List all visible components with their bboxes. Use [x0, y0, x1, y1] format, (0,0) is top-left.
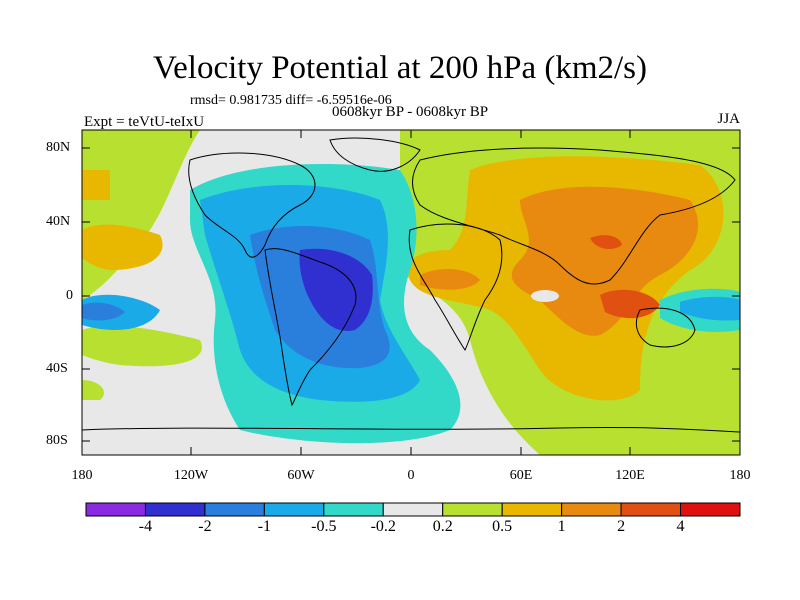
- colorbar-swatch: [620, 502, 682, 517]
- colorbar-label: -1: [257, 518, 272, 535]
- colorbar-swatch: [263, 502, 325, 517]
- neutral-patch: [531, 290, 559, 302]
- contour-field: [82, 130, 740, 455]
- lon-tick-120e: 120E: [615, 468, 645, 483]
- colorbar-swatch: [144, 502, 206, 517]
- contour-pos3-africa: [420, 268, 480, 290]
- colorbar-label: 1: [557, 518, 566, 535]
- colorbar-swatch: [204, 502, 265, 517]
- colorbar-label: -0.2: [370, 518, 396, 535]
- lon-tick-60w: 60W: [287, 468, 315, 483]
- map-title: Velocity Potential at 200 hPa (km2/s): [152, 50, 648, 86]
- colorbar-label: -4: [138, 518, 153, 535]
- colorbar: [85, 502, 741, 517]
- colorbar-swatch: [501, 502, 563, 517]
- colorbar-swatch: [442, 502, 503, 517]
- stats-text: rmsd= 0.981735 diff= -6.59516e-06: [190, 93, 392, 108]
- lat-tick-40s: 40S: [46, 361, 68, 376]
- lon-tick-0: 0: [407, 468, 415, 483]
- contour-pos2-west: [82, 224, 163, 270]
- colorbar-label: 0.2: [432, 518, 453, 535]
- colorbar-swatch: [323, 502, 384, 517]
- colorbar-swatch: [561, 502, 622, 517]
- colorbar-label: 2: [617, 518, 626, 535]
- colorbar-swatch: [382, 502, 444, 517]
- contour-pos2-nw: [82, 170, 110, 200]
- contour-pos1-sw2: [82, 380, 104, 400]
- contour-neg4: [299, 248, 373, 331]
- season-label: JJA: [717, 111, 740, 127]
- contour-pos1-sw: [82, 325, 202, 367]
- lon-tick-120w: 120W: [173, 468, 209, 483]
- lat-tick-80n: 80N: [46, 140, 71, 155]
- contour-neg3-west: [82, 302, 125, 321]
- colorbar-label: -2: [198, 518, 212, 535]
- lat-tick-0: 0: [66, 288, 73, 303]
- colorbar-swatch: [680, 502, 741, 517]
- contour-pos1-ne: [720, 150, 740, 190]
- experiment-label: Expt = teVtU-teIxU: [84, 114, 205, 130]
- lon-tick-60e: 60E: [509, 468, 533, 483]
- colorbar-label: -0.5: [311, 518, 337, 535]
- colorbar-label: 4: [676, 518, 685, 535]
- lat-tick-40n: 40N: [46, 214, 71, 229]
- lon-tick-180w: 180: [71, 468, 93, 483]
- colorbar-swatch: [85, 502, 146, 517]
- contour-pos4-asia: [590, 235, 622, 250]
- contour-pos3: [511, 186, 699, 336]
- colorbar-label: 0.5: [492, 518, 513, 535]
- coastlines: [82, 137, 740, 433]
- lat-tick-80s: 80S: [46, 433, 68, 448]
- contour-neg2-east: [680, 296, 740, 321]
- period-text: 0608kyr BP - 0608kyr BP: [331, 104, 489, 120]
- lon-tick-180e: 180: [729, 468, 751, 483]
- lon-tick-marks: [190, 130, 631, 455]
- contour-pos4-indo: [600, 289, 660, 319]
- lat-tick-marks: [82, 147, 740, 442]
